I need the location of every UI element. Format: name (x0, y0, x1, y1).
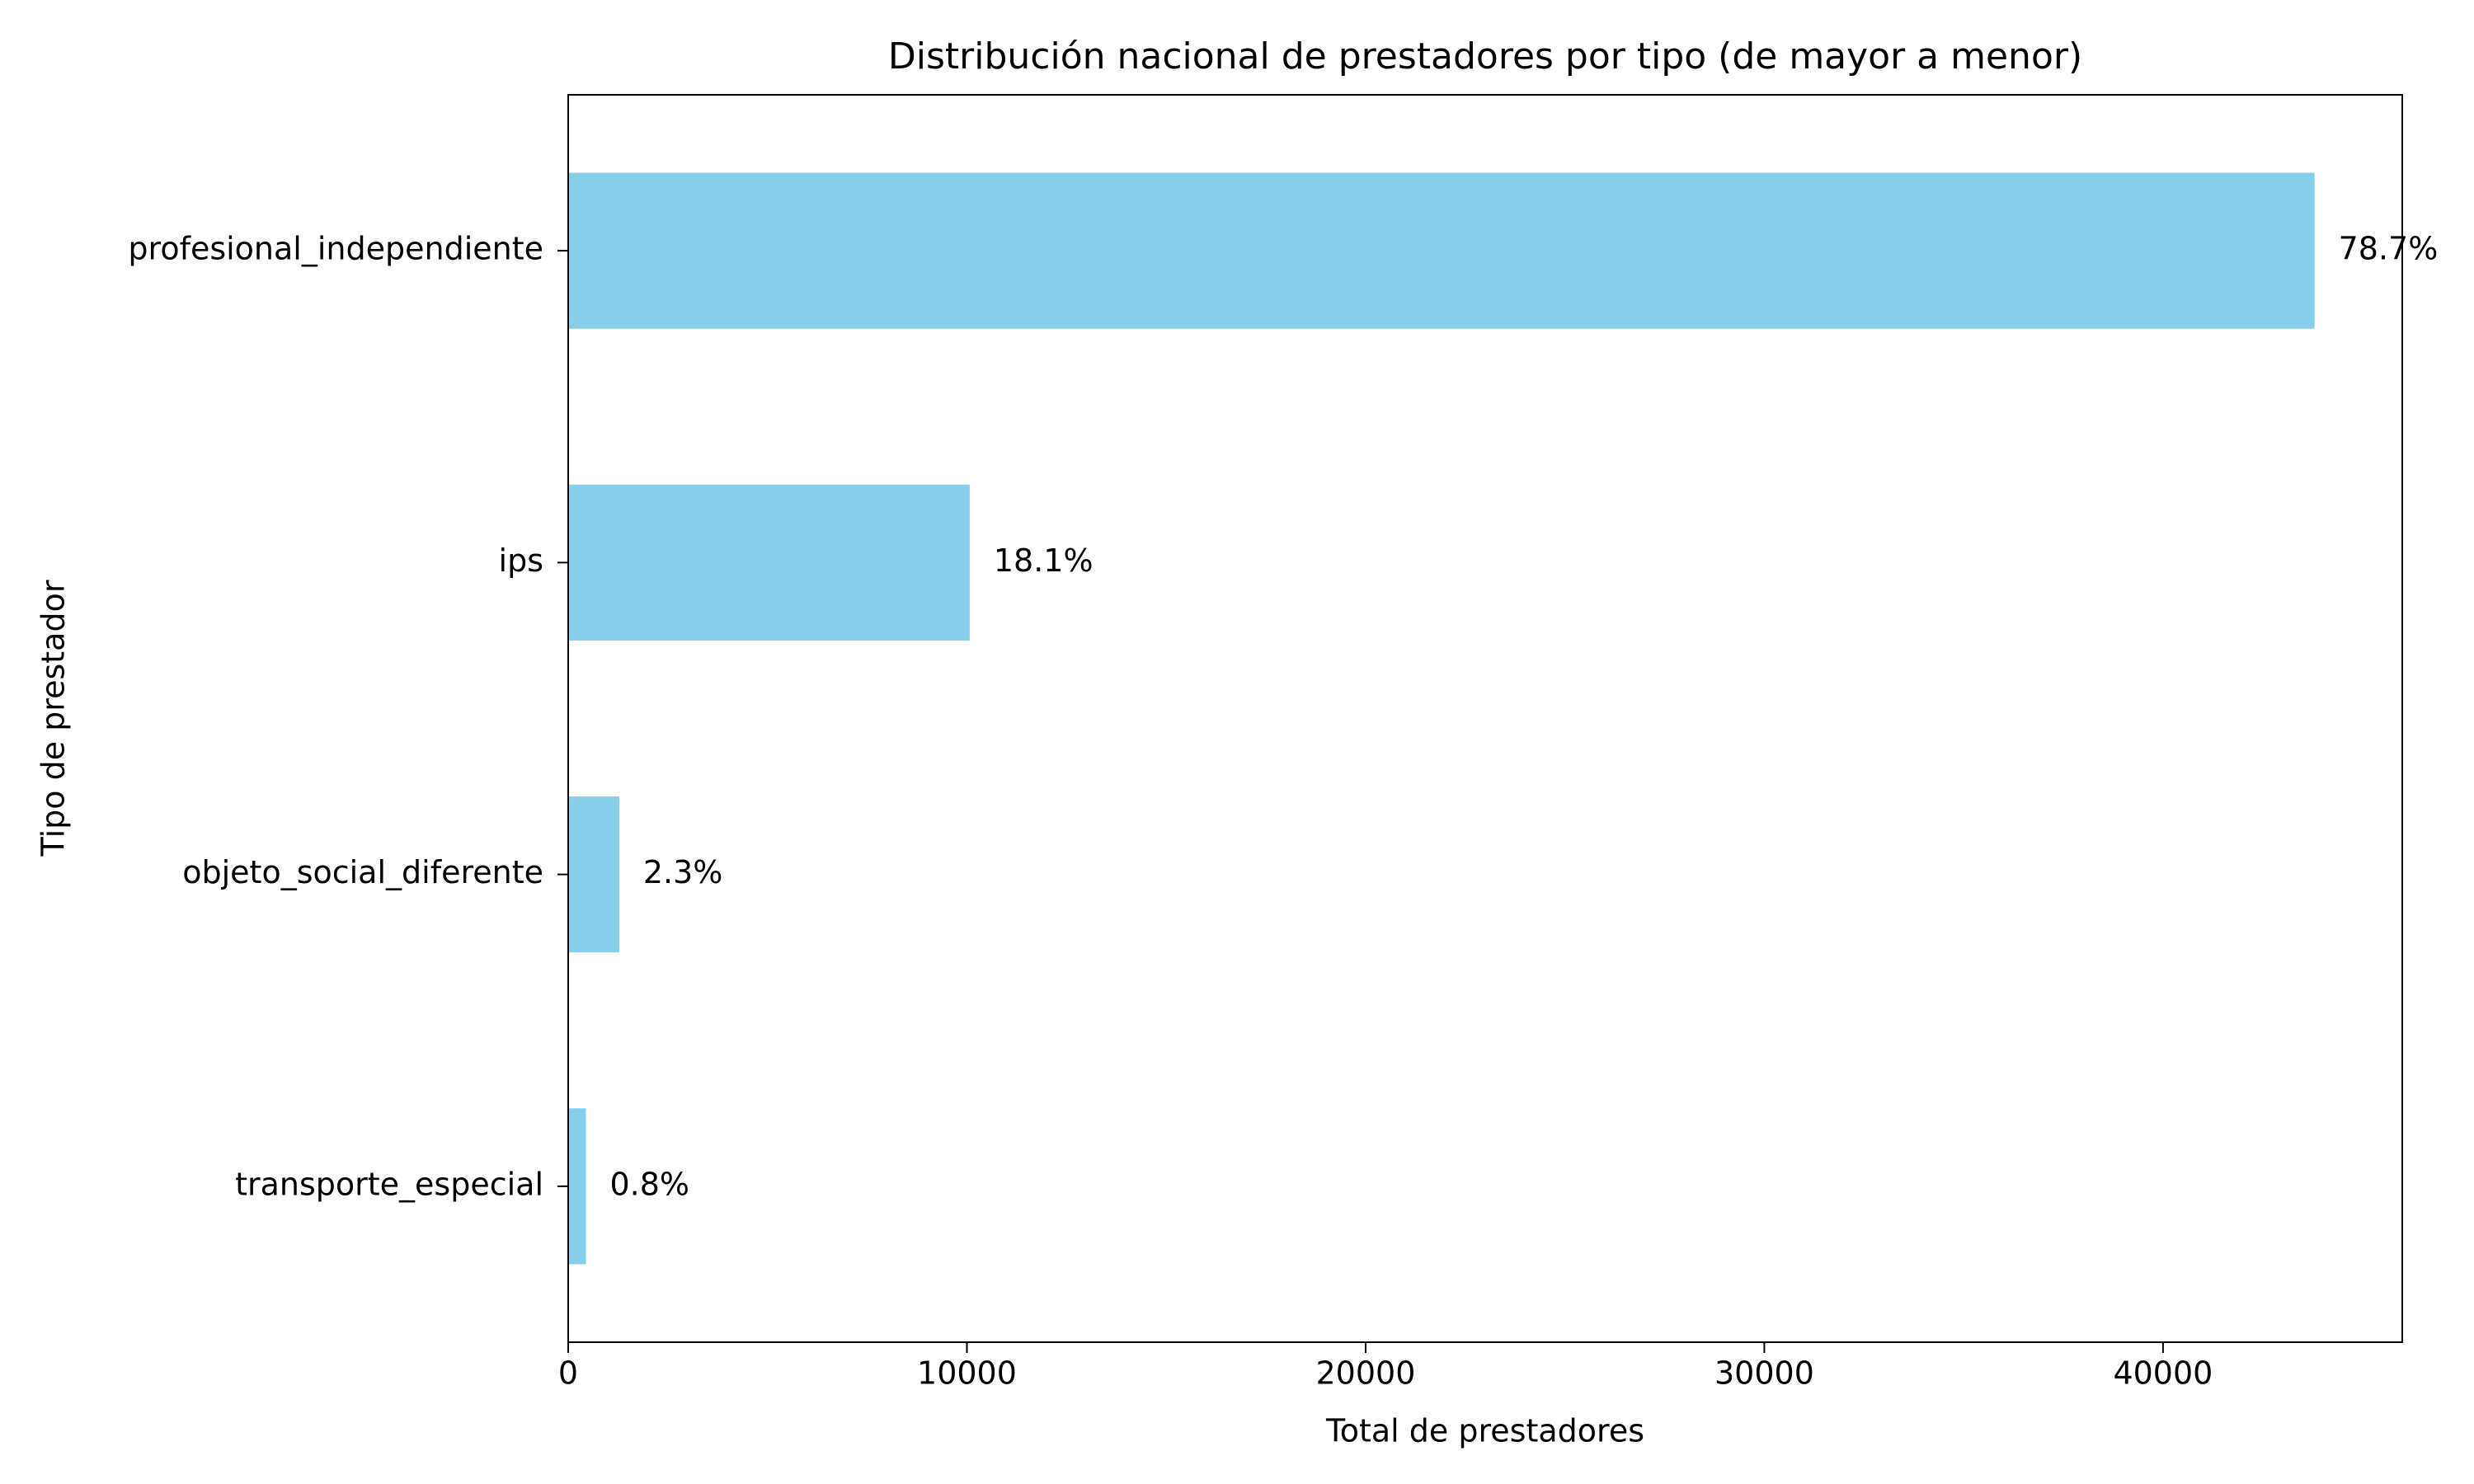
y-tick-label: transporte_especial (235, 1166, 543, 1202)
bar-label: 78.7% (2339, 231, 2439, 267)
x-tick-label: 20000 (1316, 1355, 1416, 1392)
bar (568, 484, 970, 641)
bar-label: 0.8% (610, 1166, 690, 1202)
x-axis-label: Total de prestadores (1325, 1413, 1644, 1449)
y-tick-label: ips (499, 542, 543, 579)
x-tick-label: 40000 (2113, 1355, 2213, 1392)
bar (568, 1108, 586, 1265)
y-tick-label: profesional_independiente (128, 231, 543, 267)
plot-frame (567, 94, 2403, 1343)
bar-label: 18.1% (994, 542, 1094, 579)
y-axis-label: Tipo de prestador (35, 580, 72, 857)
x-tick-label: 10000 (917, 1355, 1017, 1392)
bar-label: 2.3% (643, 854, 723, 890)
x-tick-label: 30000 (1714, 1355, 1814, 1392)
y-tick-label: objeto_social_diferente (182, 854, 543, 890)
chart-title: Distribución nacional de prestadores por… (888, 35, 2082, 77)
x-tick-label: 0 (558, 1355, 578, 1392)
bar (568, 796, 619, 953)
bar (568, 172, 2315, 329)
